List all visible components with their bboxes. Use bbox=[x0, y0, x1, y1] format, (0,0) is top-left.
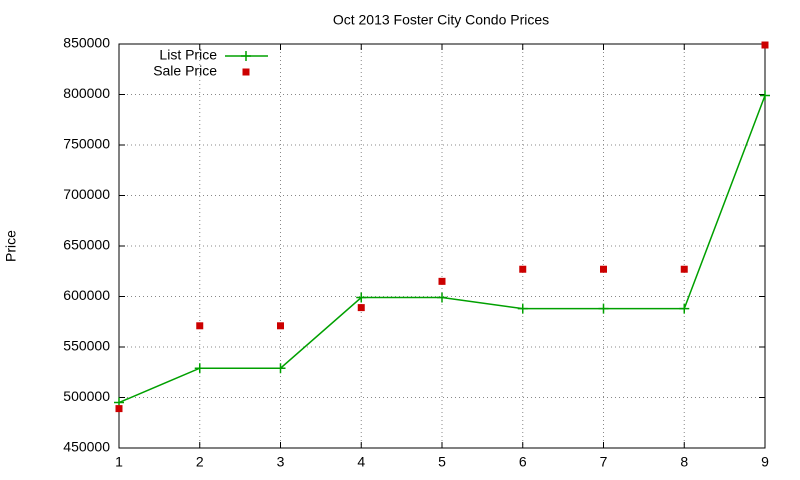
x-tick-label: 8 bbox=[680, 454, 688, 470]
data-point bbox=[680, 265, 688, 273]
data-point bbox=[600, 265, 607, 273]
x-tick-label: 3 bbox=[277, 454, 285, 470]
data-point bbox=[437, 292, 447, 303]
y-tick-label: 600000 bbox=[63, 287, 110, 303]
data-point bbox=[194, 363, 205, 374]
y-tick-label: 650000 bbox=[63, 237, 110, 253]
legend-label: List Price bbox=[159, 47, 217, 63]
data-point bbox=[356, 292, 367, 303]
x-tick-label: 2 bbox=[196, 454, 204, 470]
data-point bbox=[275, 363, 286, 374]
x-tick-label: 9 bbox=[761, 454, 769, 470]
x-tick-label: 6 bbox=[519, 454, 527, 470]
data-point bbox=[519, 265, 527, 273]
x-tick-label: 5 bbox=[438, 454, 446, 470]
data-point bbox=[679, 303, 690, 314]
y-axis-label: Price bbox=[3, 230, 19, 262]
y-tick-label: 550000 bbox=[63, 338, 110, 354]
data-point bbox=[761, 41, 769, 49]
x-tick-label: 7 bbox=[600, 454, 608, 470]
legend-label: Sale Price bbox=[153, 63, 217, 79]
y-tick-label: 450000 bbox=[63, 439, 110, 455]
data-point bbox=[357, 304, 365, 312]
data-point bbox=[598, 303, 609, 314]
chart-title: Oct 2013 Foster City Condo Prices bbox=[333, 12, 549, 28]
y-tick-label: 800000 bbox=[63, 85, 110, 101]
data-point bbox=[115, 405, 123, 413]
data-point bbox=[277, 322, 284, 330]
y-tick-label: 750000 bbox=[63, 136, 110, 152]
x-tick-label: 1 bbox=[115, 454, 123, 470]
legend-marker bbox=[242, 68, 250, 76]
plot-border bbox=[118, 43, 766, 449]
y-tick-label: 700000 bbox=[63, 186, 110, 202]
data-point bbox=[438, 277, 446, 285]
y-tick-label: 500000 bbox=[63, 388, 110, 404]
y-tick-label: 850000 bbox=[63, 35, 110, 51]
x-tick-label: 4 bbox=[357, 454, 365, 470]
data-point bbox=[517, 303, 528, 314]
legend-marker bbox=[241, 51, 251, 61]
data-point bbox=[196, 322, 204, 330]
data-point bbox=[760, 90, 770, 101]
